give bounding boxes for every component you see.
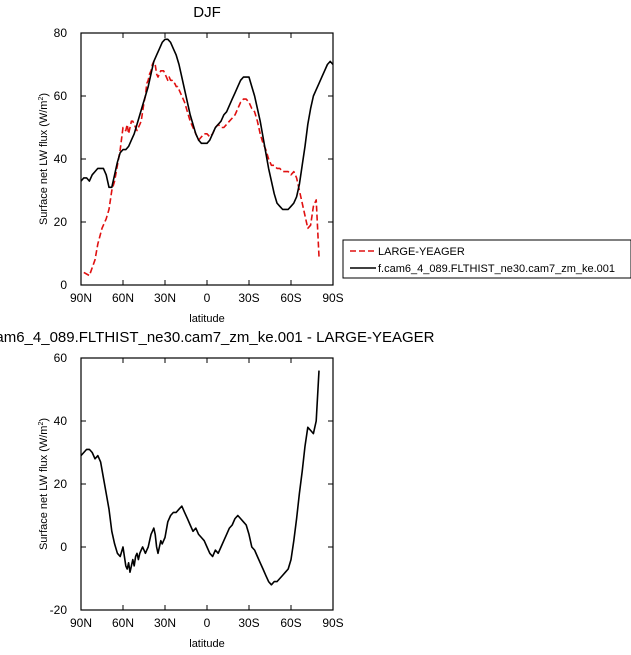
- legend: LARGE-YEAGER f.cam6_4_089.FLTHIST_ne30.c…: [342, 239, 631, 279]
- top-x-tick-label: 90S: [322, 291, 343, 305]
- top-y-tick-label: 40: [54, 152, 68, 166]
- bottom-x-tick-label: 60N: [112, 616, 134, 630]
- bottom-title: f.cam6_4_089.FLTHIST_ne30.cam7_zm_ke.001…: [0, 329, 435, 346]
- bottom-x-tick-label: 30N: [154, 616, 176, 630]
- bottom-plot-frame: [80, 357, 334, 611]
- bottom-y-axis-label-end: ): [38, 418, 50, 422]
- top-y-axis-label-sup: 2: [38, 97, 45, 101]
- legend-label-model: f.cam6_4_089.FLTHIST_ne30.cam7_zm_ke.001: [378, 263, 615, 275]
- top-x-axis-label: latitude: [189, 313, 224, 325]
- bottom-y-tick-label: -20: [50, 603, 68, 617]
- bottom-y-tick-label: 60: [54, 351, 68, 365]
- bottom-y-tick-label: 20: [54, 477, 68, 491]
- bottom-panel: f.cam6_4_089.FLTHIST_ne30.cam7_zm_ke.001…: [0, 329, 435, 650]
- top-x-tick-label: 60N: [112, 291, 134, 305]
- bottom-ticks: 90N 60N 30N 0 30S 60S 90S -20 0 20 40 60: [50, 351, 344, 630]
- top-panel: DJF 90N 60N 30N 0 30S 60S 90S 0 20 40 60 80 latitud…: [38, 4, 631, 325]
- bottom-y-axis-label-main: Surface net LW flux (W/m: [38, 426, 50, 551]
- top-series-line-1: [80, 38, 334, 211]
- top-y-axis-label-end: ): [38, 93, 50, 97]
- bottom-y-axis-label: Surface net LW flux (W/m2): [38, 418, 50, 550]
- top-x-tick-label: 0: [204, 291, 211, 305]
- bottom-lines: [80, 370, 320, 586]
- top-x-tick-label: 30N: [154, 291, 176, 305]
- bottom-y-tick-label: 40: [54, 414, 68, 428]
- top-y-tick-label: 0: [60, 278, 67, 292]
- top-series-line-0: [83, 60, 320, 277]
- top-x-tick-label: 90N: [70, 291, 92, 305]
- top-x-tick-label: 30S: [238, 291, 259, 305]
- bottom-x-tick-label: 90N: [70, 616, 92, 630]
- top-y-axis-label-main: Surface net LW flux (W/m: [38, 101, 50, 226]
- bottom-y-axis-label-sup: 2: [38, 422, 45, 426]
- top-title: DJF: [193, 4, 221, 21]
- top-y-tick-label: 60: [54, 89, 68, 103]
- bottom-x-tick-label: 90S: [322, 616, 343, 630]
- top-lines: [80, 38, 334, 277]
- bottom-y-tick-label: 0: [60, 540, 67, 554]
- legend-frame: [342, 239, 631, 279]
- top-y-tick-label: 20: [54, 215, 68, 229]
- bottom-x-tick-label: 0: [204, 616, 211, 630]
- top-ticks: 90N 60N 30N 0 30S 60S 90S 0 20 40 60 80: [54, 26, 344, 305]
- top-y-axis-label: Surface net LW flux (W/m2): [38, 93, 50, 225]
- bottom-x-tick-label: 30S: [238, 616, 259, 630]
- legend-label-large-yeager: LARGE-YEAGER: [378, 246, 465, 258]
- top-y-tick-label: 80: [54, 26, 68, 40]
- bottom-x-tick-label: 60S: [280, 616, 301, 630]
- bottom-series-line-0: [80, 370, 320, 586]
- top-x-tick-label: 60S: [280, 291, 301, 305]
- bottom-x-axis-label: latitude: [189, 638, 224, 650]
